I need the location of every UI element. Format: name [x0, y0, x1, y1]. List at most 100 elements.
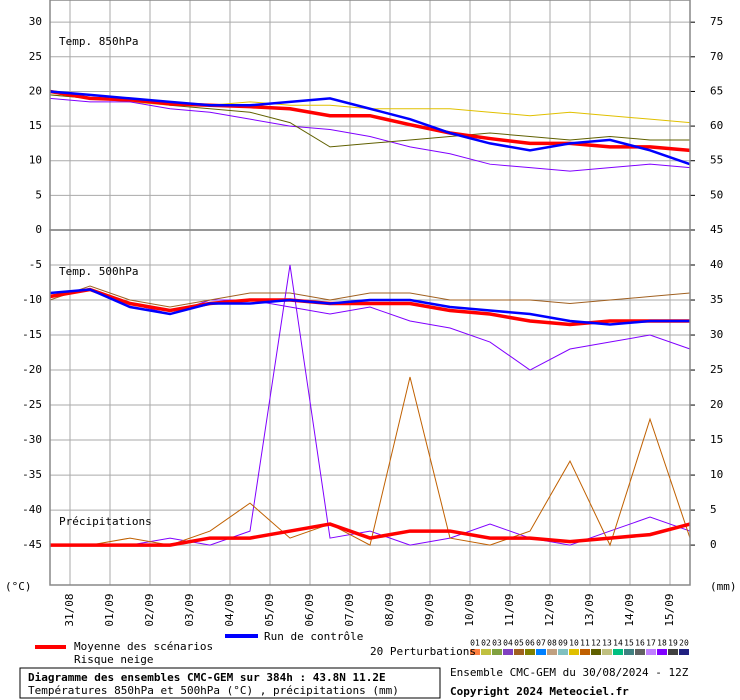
footer-title: Diagramme des ensembles CMC-GEM sur 384h… — [28, 671, 386, 684]
legend-member-label: 04 — [503, 639, 513, 648]
y-tick-label: -35 — [22, 468, 42, 481]
x-tick-label: 02/09 — [143, 593, 156, 626]
x-tick-label: 08/09 — [383, 593, 396, 626]
axis-unit: (°C) — [5, 580, 32, 593]
y2-tick-label: 50 — [710, 188, 723, 201]
footer-subtitle: Températures 850hPa et 500hPa (°C) , pré… — [28, 684, 399, 697]
legend-label: Risque neige — [74, 653, 153, 666]
y2-tick-label: 65 — [710, 84, 723, 97]
legend-member-label: 17 — [646, 639, 656, 648]
annotation: Précipitations — [59, 515, 152, 528]
legend-member-label: 15 — [624, 639, 634, 648]
x-tick-label: 03/09 — [183, 593, 196, 626]
y-tick-label: 25 — [29, 50, 42, 63]
legend-member-label: 14 — [613, 639, 623, 648]
y2-tick-label: 70 — [710, 50, 723, 63]
legend-member-swatch — [525, 649, 535, 655]
legend-label: Run de contrôle — [264, 630, 363, 643]
y-tick-label: -10 — [22, 293, 42, 306]
legend-member-label: 02 — [481, 639, 491, 648]
legend-member-swatch — [646, 649, 656, 655]
y2-tick-label: 60 — [710, 119, 723, 132]
x-tick-label: 05/09 — [263, 593, 276, 626]
x-tick-label: 12/09 — [543, 593, 556, 626]
y2-tick-label: 40 — [710, 258, 723, 271]
footer-box — [19, 667, 441, 699]
y2-tick-label: 20 — [710, 398, 723, 411]
x-tick-label: 09/09 — [423, 593, 436, 626]
x-tick-label: 14/09 — [623, 593, 636, 626]
legend-member-label: 01 — [470, 639, 480, 648]
grid — [50, 0, 690, 585]
x-tick-label: 01/09 — [103, 593, 116, 626]
legend-member-swatch — [591, 649, 601, 655]
footer-run: Ensemble CMC-GEM du 30/08/2024 - 12Z — [450, 666, 689, 679]
legend-member-swatch — [558, 649, 568, 655]
plot-area — [50, 0, 690, 585]
y2-tick-label: 35 — [710, 293, 723, 306]
y2-tick-label: 30 — [710, 328, 723, 341]
legend-member-swatch — [668, 649, 678, 655]
legend-member-swatch — [635, 649, 645, 655]
legend-member-label: 08 — [547, 639, 557, 648]
y-tick-label: -30 — [22, 433, 42, 446]
y-tick-label: 15 — [29, 119, 42, 132]
x-tick-label: 07/09 — [343, 593, 356, 626]
legend-member-swatch — [613, 649, 623, 655]
legend-member-label: 11 — [580, 639, 590, 648]
y2-tick-label: 10 — [710, 468, 723, 481]
legend-member-label: 19 — [668, 639, 678, 648]
legend-label: 20 Perturbations — [370, 645, 476, 658]
series-line — [49, 288, 690, 326]
y-tick-label: -40 — [22, 503, 42, 516]
panel-frame — [49, 229, 691, 586]
legend-member-swatch — [514, 649, 524, 655]
legend-member-swatch — [569, 649, 579, 655]
y-tick-label: 0 — [35, 223, 42, 236]
legend-member-swatch — [602, 649, 612, 655]
legend-member-swatch — [503, 649, 513, 655]
x-tick-label: 15/09 — [663, 593, 676, 626]
legend-member-swatch — [492, 649, 502, 655]
y-tick-label: 20 — [29, 84, 42, 97]
legend-member-label: 12 — [591, 639, 601, 648]
legend-label: Moyenne des scénarios — [74, 640, 213, 653]
y-tick-label: -15 — [22, 328, 42, 341]
legend-member-swatch — [679, 649, 689, 655]
y-tick-label: 30 — [29, 15, 42, 28]
y-tick-label: -45 — [22, 538, 42, 551]
x-tick-label: 04/09 — [223, 593, 236, 626]
axis-unit: (mm) — [710, 580, 737, 593]
series-line — [49, 285, 691, 308]
y2-tick-label: 45 — [710, 223, 723, 236]
legend-member-swatch — [657, 649, 667, 655]
legend-member-label: 10 — [569, 639, 579, 648]
y2-tick-label: 55 — [710, 154, 723, 167]
annotation: Temp. 500hPa — [59, 265, 138, 278]
y-tick-label: 10 — [29, 154, 42, 167]
legend-member-swatch — [470, 649, 480, 655]
y2-tick-label: 5 — [710, 503, 717, 516]
legend-member-label: 18 — [657, 639, 667, 648]
legend-member-label: 07 — [536, 639, 546, 648]
legend-member-label: 03 — [492, 639, 502, 648]
legend-member-label: 13 — [602, 639, 612, 648]
x-tick-label: 06/09 — [303, 593, 316, 626]
y-tick-label: -25 — [22, 398, 42, 411]
x-tick-label: 10/09 — [463, 593, 476, 626]
y2-tick-label: 15 — [710, 433, 723, 446]
x-tick-label: 11/09 — [503, 593, 516, 626]
y2-tick-label: 0 — [710, 538, 717, 551]
x-tick-label: 31/08 — [63, 593, 76, 626]
legend-member-swatch — [624, 649, 634, 655]
legend-member-label: 09 — [558, 639, 568, 648]
series-line — [50, 522, 691, 547]
legend-member-label: 06 — [525, 639, 535, 648]
y-tick-label: -5 — [29, 258, 42, 271]
y-tick-label: -20 — [22, 363, 42, 376]
x-tick-label: 13/09 — [583, 593, 596, 626]
y2-tick-label: 75 — [710, 15, 723, 28]
legend-member-swatch — [547, 649, 557, 655]
series-line — [49, 97, 691, 172]
